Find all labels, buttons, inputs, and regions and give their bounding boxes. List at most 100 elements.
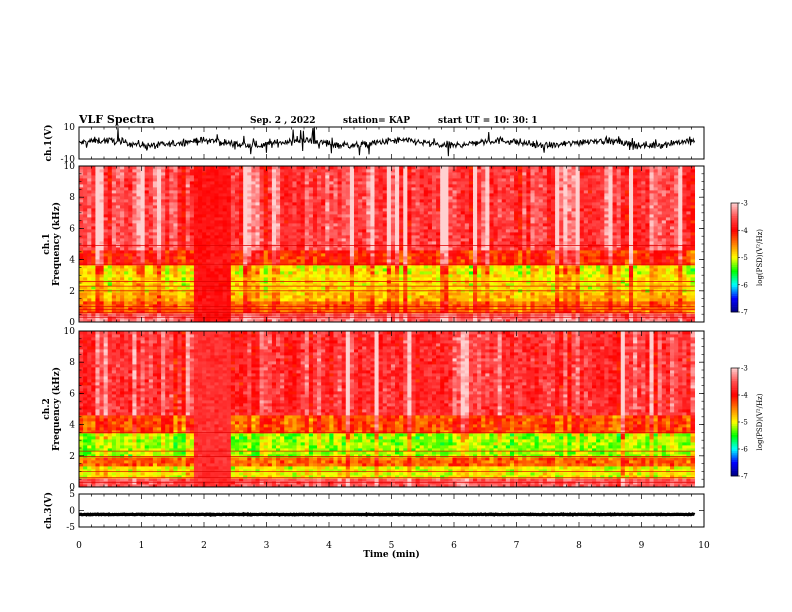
ch1-spectrogram-cell: [489, 253, 494, 257]
ch1-spectrogram-cell: [353, 283, 359, 287]
ch1-spectrogram-cell: [624, 295, 630, 299]
ch1-spectrogram-cell: [686, 277, 691, 281]
ch1-spectrogram-cell: [214, 268, 219, 272]
ch1-spectrogram-cell: [234, 274, 240, 278]
ch1-spectrogram-cell: [489, 241, 494, 245]
ch1-spectrogram-cell: [107, 310, 113, 314]
ch1-spectrogram-cell: [386, 235, 392, 239]
ch1-spectrogram-cell: [83, 247, 88, 251]
ch1-spectrogram-cell: [526, 235, 531, 239]
ch1-spectrogram-cell: [575, 232, 581, 236]
ch1-spectrogram-cell: [345, 226, 351, 230]
ch1-spectrogram-cell: [661, 277, 667, 281]
ch1-spectrogram-cell: [374, 304, 379, 308]
ch1-spectrogram-cell: [653, 265, 659, 269]
ch1-spectrogram-cell: [665, 319, 671, 323]
ch1-spectrogram-cell: [132, 307, 137, 311]
ch1-spectrogram-cell: [124, 286, 129, 290]
ch1-spectrogram-cell: [111, 256, 117, 260]
ch1-spectrogram-cell: [210, 271, 215, 275]
ch1-spectrogram-cell: [107, 301, 113, 305]
ch1-spectrogram-cell: [87, 286, 92, 290]
ch1-spectrogram-cell: [378, 232, 384, 236]
ch1-spectrogram-cell: [563, 229, 568, 233]
ch1-spectrogram-cell: [148, 295, 154, 299]
ch1-spectrogram-cell: [637, 247, 642, 251]
ch1-spectrogram-cell: [481, 277, 486, 281]
ch1-spectrogram-cell: [522, 226, 527, 230]
ch1-spectrogram-cell: [144, 235, 150, 239]
ch1-spectrogram-cell: [653, 319, 659, 323]
ch1-spectrogram-cell: [83, 256, 88, 260]
ch1-spectrogram-cell: [563, 235, 568, 239]
ch1-spectrogram-cell: [464, 319, 470, 323]
ch1-spectrogram-cell: [161, 271, 166, 275]
ch1-spectrogram-cell: [674, 301, 679, 305]
ch1-spectrogram-cell: [321, 241, 326, 245]
ch1-spectrogram-cell: [193, 235, 199, 239]
ch1-spectrogram-cell: [665, 226, 671, 230]
ch1-spectrogram-cell: [107, 274, 113, 278]
ch1-spectrogram-cell: [148, 277, 154, 281]
ch1-spectrogram-cell: [267, 283, 273, 287]
ch1-spectrogram-cell: [366, 253, 371, 257]
ch1-spectrogram-cell: [686, 238, 691, 242]
ch1-spectrogram-cell: [120, 241, 125, 245]
ch1-spectrogram-cell: [612, 271, 618, 275]
ch1-spectrogram-cell: [637, 268, 642, 272]
ch1-spectrogram-cell: [493, 310, 499, 314]
ch1-spectrogram-cell: [218, 295, 224, 299]
ch1-spectrogram-cell: [353, 310, 359, 314]
ch1-spectrogram-cell: [292, 229, 297, 233]
ch1-spectrogram-cell: [690, 226, 696, 230]
ch1-spectrogram-cell: [505, 265, 511, 269]
ch1-spectrogram-cell: [501, 262, 507, 266]
ch1-spectrogram-cell: [624, 310, 630, 314]
ch1-spectrogram-cell: [161, 253, 166, 257]
ch1-spectrogram-cell: [263, 319, 269, 323]
ch1-spectrogram-cell: [362, 271, 367, 275]
ch1-spectrogram-cell: [620, 277, 626, 281]
ch1-spectrogram-cell: [518, 265, 523, 269]
ch1-spectrogram-cell: [395, 229, 400, 233]
ch1-spectrogram-cell: [620, 298, 626, 302]
ch1-spectrogram-cell: [173, 277, 178, 281]
ch1-spectrogram-cell: [292, 292, 297, 296]
ch1-spectrogram-cell: [259, 295, 265, 299]
ch1-spectrogram-cell: [497, 271, 503, 275]
ch1-waveform-y-tick-label: 10: [64, 123, 76, 133]
ch1-spectrogram-cell: [358, 265, 363, 269]
ch1-spectrogram-cell: [571, 286, 576, 290]
ch1-spectrogram-cell: [226, 226, 232, 230]
ch1-spectrogram-cell: [559, 247, 564, 251]
ch1-spectrogram-cell: [559, 274, 564, 278]
ch1-spectrogram-cell: [657, 265, 663, 269]
ch1-spectrogram-cell: [321, 283, 326, 287]
ch1-spectrogram-cell: [148, 274, 154, 278]
ch1-spectrogram-cell: [358, 235, 363, 239]
ch1-spectrogram-cell: [550, 319, 556, 323]
ch1-spectrogram-cell: [325, 295, 330, 299]
ch1-spectrogram-cell: [276, 256, 281, 260]
ch1-spectrogram-cell: [271, 277, 277, 281]
ch1-spectrogram-cell: [103, 286, 109, 290]
ch1-spectrogram-cell: [185, 277, 191, 281]
ch1-spectrogram-cell: [481, 268, 486, 272]
ch1-spectrogram-cell: [456, 250, 462, 254]
ch1-spectrogram-cell: [624, 235, 630, 239]
ch1-spectrogram-cell: [276, 271, 281, 275]
ch1-spectrogram-cell: [304, 298, 310, 302]
ch1-spectrogram-cell: [378, 250, 384, 254]
ch1-spectrogram-cell: [649, 283, 654, 287]
ch1-spectrogram-cell: [411, 286, 416, 290]
ch1-spectrogram-cell: [366, 301, 371, 305]
ch1-spectrogram-cell: [345, 292, 351, 296]
ch1-spectrogram-cell: [206, 262, 211, 266]
ch1-spectrogram-cell: [608, 271, 613, 275]
ch1-spectrogram-cell: [185, 238, 191, 242]
ch1-spectrogram-cell: [460, 232, 466, 236]
ch1-spectrogram-cell: [674, 307, 679, 311]
ch1-spectrogram-cell: [661, 265, 667, 269]
ch1-spectrogram-cell: [448, 235, 453, 239]
